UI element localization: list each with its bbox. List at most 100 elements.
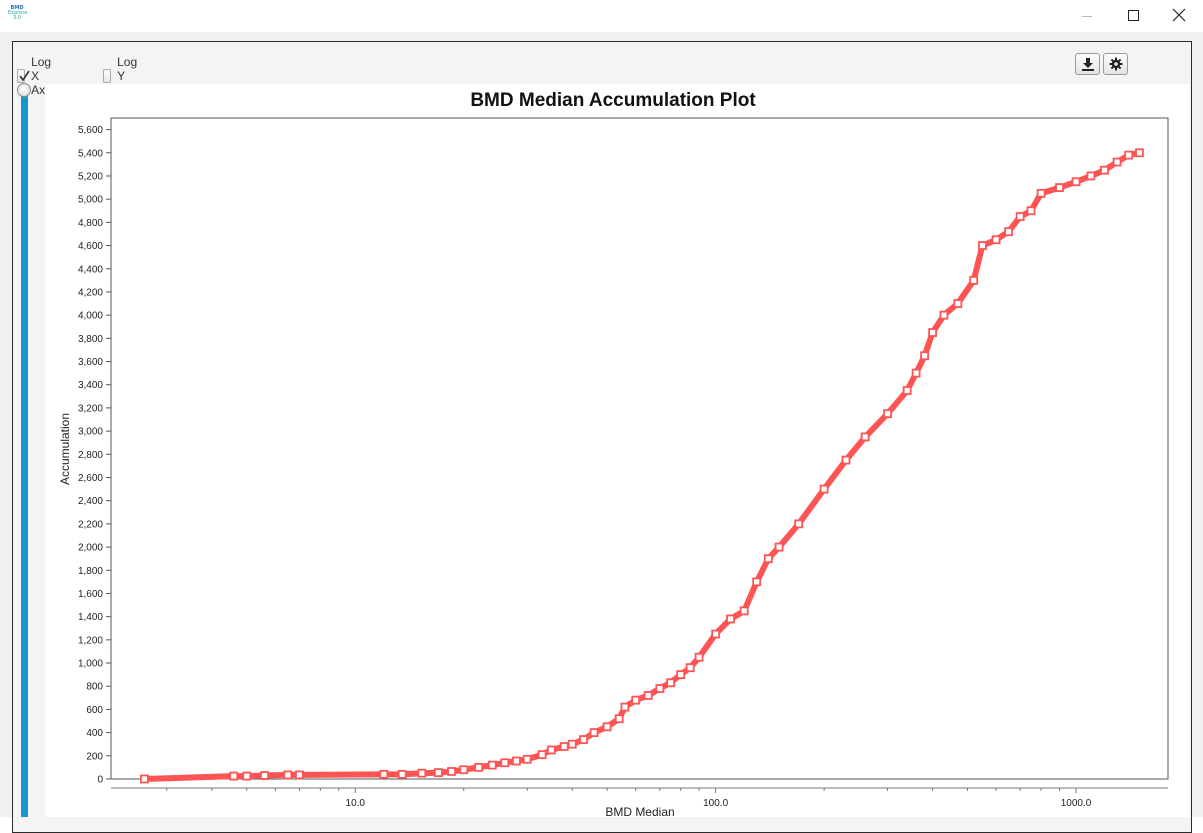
data-point-marker [559, 742, 569, 751]
y-axis-label: Accumulation [58, 413, 72, 485]
y-tick-label: 3,000 [78, 427, 103, 438]
minimize-button[interactable] [1064, 0, 1110, 32]
data-point-marker [763, 554, 773, 564]
data-point-marker [379, 769, 389, 779]
data-point-marker [1026, 206, 1036, 216]
plot-area-frame [110, 117, 1169, 780]
y-tick-label: 4,000 [78, 311, 103, 322]
y-tick-label: 1,200 [78, 635, 103, 646]
data-point-marker [260, 771, 269, 780]
y-tick-label: 0 [97, 775, 103, 786]
data-point-marker [752, 577, 762, 587]
data-point-marker [614, 714, 624, 724]
log-x-axis-box[interactable] [17, 69, 30, 83]
vertical-slider-thumb[interactable] [17, 83, 31, 97]
data-point-marker [1100, 165, 1109, 175]
title-bar: BMD Express 3.0 [0, 0, 1203, 33]
app-logo-icon: BMD Express 3.0 [8, 5, 28, 24]
data-point-marker [969, 275, 979, 285]
y-tick-label: 3,200 [78, 403, 103, 414]
log-y-axis-box[interactable] [103, 69, 112, 83]
data-point-marker [676, 670, 686, 680]
data-point-marker [474, 763, 484, 772]
app-logo-text: BMD [10, 5, 24, 11]
maximize-icon [1128, 10, 1139, 21]
data-point-marker [953, 299, 963, 308]
series-line [141, 149, 1143, 782]
y-tick-label: 800 [86, 682, 103, 693]
download-icon [1082, 58, 1094, 71]
app-logo-subtext: Express [8, 10, 28, 16]
data-point-marker [739, 606, 749, 616]
y-tick-label: 4,200 [78, 287, 103, 298]
data-point-marker [512, 756, 521, 766]
series-group [140, 148, 1144, 784]
data-point-marker [579, 735, 588, 744]
vertical-slider-track[interactable] [21, 90, 28, 817]
data-point-marker [500, 758, 510, 768]
data-point-marker [1071, 177, 1081, 187]
data-point-marker [991, 235, 1001, 245]
app-logo-version: 3.0 [13, 15, 21, 21]
data-point-marker [902, 386, 912, 395]
y-tick-label: 5,400 [78, 148, 103, 159]
data-point-marker [283, 770, 293, 780]
data-point-marker [1124, 150, 1134, 160]
data-point-marker [666, 678, 676, 688]
data-point-marker [1086, 171, 1096, 181]
y-tick-label: 3,600 [78, 357, 103, 368]
data-point-marker [774, 542, 784, 552]
data-point-marker [694, 652, 704, 662]
data-point-marker [1004, 227, 1013, 237]
x-tick-label: 10.0 [346, 798, 366, 809]
maximize-button[interactable] [1110, 0, 1156, 32]
data-point-marker [978, 241, 987, 250]
data-point-marker [242, 771, 252, 781]
data-point-marker [589, 728, 599, 738]
data-point-marker [920, 351, 929, 361]
x-axis: 10.0 100.0 1000.0 [111, 787, 1168, 809]
y-tick-label: 3,400 [78, 380, 103, 391]
data-point-marker [726, 614, 735, 624]
data-point-marker [417, 768, 427, 778]
y-tick-label: 2,600 [78, 473, 103, 484]
data-point-marker [841, 455, 851, 465]
data-point-marker [939, 310, 949, 320]
data-point-marker [794, 519, 804, 529]
download-button[interactable] [1075, 53, 1100, 75]
data-point-marker [643, 691, 653, 700]
data-point-marker [655, 684, 665, 693]
y-tick-label: 600 [86, 705, 103, 716]
data-point-marker [911, 368, 921, 378]
close-icon [1172, 8, 1186, 22]
log-y-axis-checkbox[interactable]: Log Y Axis [103, 55, 146, 97]
data-point-marker [447, 767, 456, 776]
data-point-marker [487, 760, 497, 770]
data-point-marker [1055, 183, 1064, 192]
y-tick-label: 1,400 [78, 612, 103, 623]
y-tick-label: 2,000 [78, 543, 103, 554]
x-axis-label: BMD Median [605, 805, 674, 817]
chart-area: BMD Median Accumulation Plot 0 200 400 600 8… [45, 84, 1190, 817]
minimize-icon [1082, 16, 1092, 17]
data-point-marker [229, 771, 239, 781]
y-tick-label: 2,400 [78, 496, 103, 507]
data-point-marker [433, 768, 443, 778]
data-point-marker [860, 432, 870, 442]
data-point-marker [1015, 212, 1025, 221]
y-tick-label: 400 [86, 728, 103, 739]
data-point-marker [397, 769, 407, 779]
x-tick-label: 100.0 [703, 798, 728, 809]
settings-button[interactable] [1103, 53, 1128, 75]
y-tick-label: 1,600 [78, 589, 103, 600]
chart-title: BMD Median Accumulation Plot [470, 90, 756, 111]
data-point-marker [620, 702, 630, 712]
data-point-marker [140, 774, 149, 784]
close-button[interactable] [1156, 0, 1202, 32]
y-tick-label: 5,200 [78, 171, 103, 182]
y-tick-label: 2,800 [78, 450, 103, 461]
y-tick-label: 1,800 [78, 566, 103, 577]
data-point-marker [819, 484, 829, 494]
y-tick-label: 4,400 [78, 264, 103, 275]
y-tick-label: 5,600 [78, 125, 103, 136]
